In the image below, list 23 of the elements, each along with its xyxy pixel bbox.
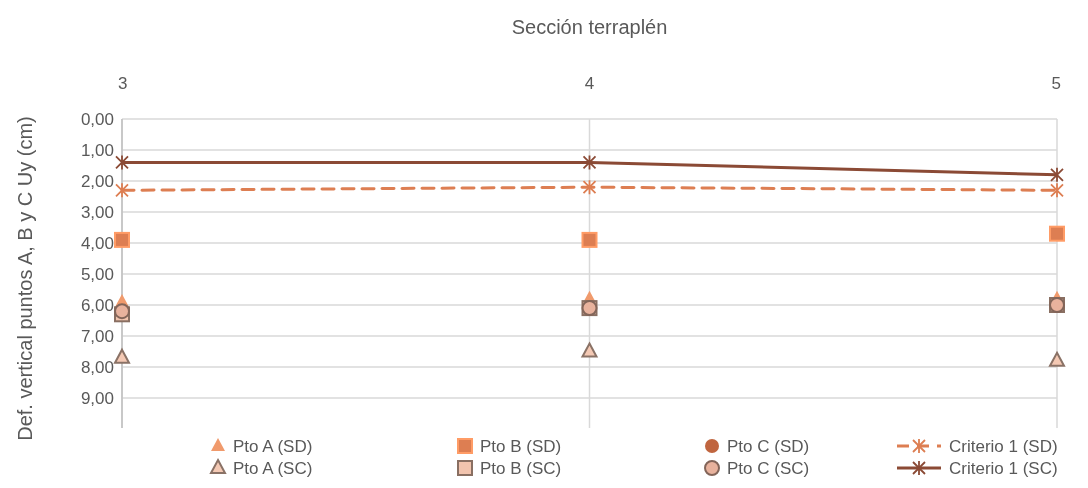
y-tick-label: 7,00 [80, 326, 114, 346]
y-tick-label: 6,00 [80, 295, 114, 315]
y-tick-label: 9,00 [80, 388, 114, 408]
y-tick-label: 4,00 [80, 233, 114, 253]
legend-label: Criterio 1 (SD) [949, 436, 1058, 456]
y-tick-label: 2,00 [80, 171, 114, 191]
x-tick-label: 3 [118, 74, 128, 93]
y-tick-label: 3,00 [80, 202, 114, 222]
y-tick-label: 1,00 [80, 140, 114, 160]
x-tick-label: 5 [1051, 74, 1061, 93]
legend-label: Pto B (SD) [480, 436, 562, 456]
legend-label: Criterio 1 (SC) [949, 458, 1058, 478]
legend-label: Pto C (SD) [727, 436, 810, 456]
legend-label: Pto A (SD) [233, 436, 313, 456]
y-tick-label: 8,00 [80, 357, 114, 377]
chart-title: Sección terraplén [511, 16, 668, 38]
y-axis-title: Def. vertical puntos A, B y C Uy (cm) [14, 116, 36, 441]
y-tick-label: 0,00 [80, 109, 114, 129]
legend-label: Pto A (SC) [233, 458, 313, 478]
y-tick-label: 5,00 [80, 264, 114, 284]
legend-label: Pto C (SC) [727, 458, 810, 478]
legend-label: Pto B (SC) [480, 458, 562, 478]
x-tick-label: 4 [584, 74, 595, 93]
